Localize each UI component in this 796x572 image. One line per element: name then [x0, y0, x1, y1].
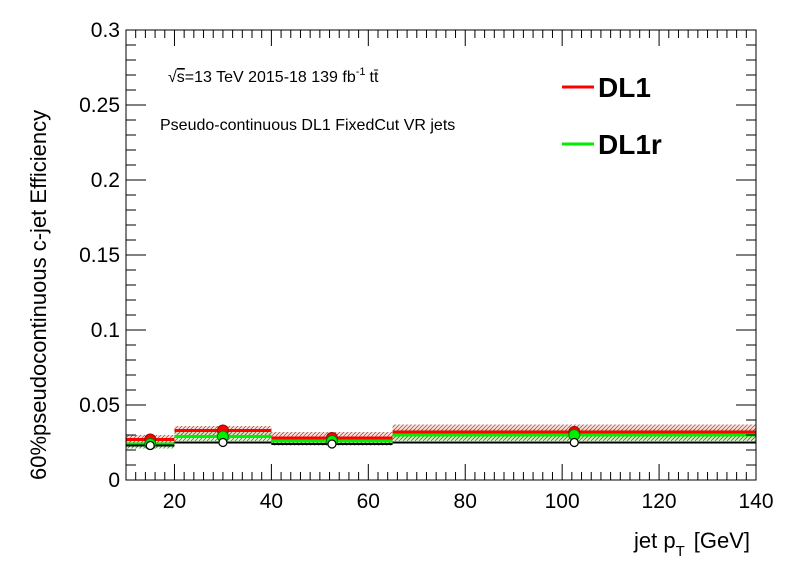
x-tick-label: 20: [163, 490, 186, 513]
sqrt-symbol: √: [168, 69, 177, 86]
x-axis-title-main: jet p: [633, 528, 676, 553]
lumi-exponent: -1: [356, 66, 366, 78]
x-axis: 20 40 60 80 100 120 140: [125, 30, 774, 513]
legend-label-dl1: DL1: [598, 72, 651, 103]
x-tick-label: 100: [545, 490, 580, 513]
legend: DL1 DL1r: [562, 72, 662, 160]
data-point: [218, 437, 228, 448]
y-tick-label: 0.05: [79, 394, 120, 417]
x-axis-title-unit: [GeV]: [694, 528, 750, 553]
annotation-line2: Pseudo-continuous DL1 FixedCut VR jets: [160, 117, 455, 134]
y-tick-label: 0.15: [79, 244, 120, 267]
y-axis-title: 60%pseudocontinuous c-jet Efficiency: [26, 110, 51, 480]
x-axis-title: jet pT [GeV]: [633, 528, 750, 560]
data-point: [569, 437, 579, 448]
y-tick-label: 0.3: [91, 19, 120, 42]
y-tick-label: 0.25: [79, 94, 120, 117]
x-tick-label: 140: [738, 490, 773, 513]
sqrt-s: s: [177, 69, 185, 86]
series-markers: [144, 424, 581, 451]
y-tick-label: 0: [108, 469, 120, 492]
y-axis: 0 0.05 0.1 0.15 0.2 0.25 0.3: [79, 19, 756, 492]
x-axis-title-sub: T: [676, 543, 685, 560]
x-tick-label: 120: [642, 490, 677, 513]
annotation-line1: √s=13 TeV 2015-18 139 fb-1 tt̄: [168, 66, 379, 86]
x-tick-label: 60: [357, 490, 380, 513]
legend-label-dl1r: DL1r: [598, 129, 662, 160]
data-point: [145, 440, 155, 451]
y-tick-label: 0.2: [91, 169, 120, 192]
y-tick-label: 0.1: [91, 319, 120, 342]
data-point: [327, 439, 337, 449]
x-tick-label: 80: [454, 490, 477, 513]
x-tick-label: 40: [260, 490, 283, 513]
process-text: tt̄: [370, 69, 379, 86]
energy-text: =13 TeV 2015-18 139 fb: [185, 69, 356, 86]
